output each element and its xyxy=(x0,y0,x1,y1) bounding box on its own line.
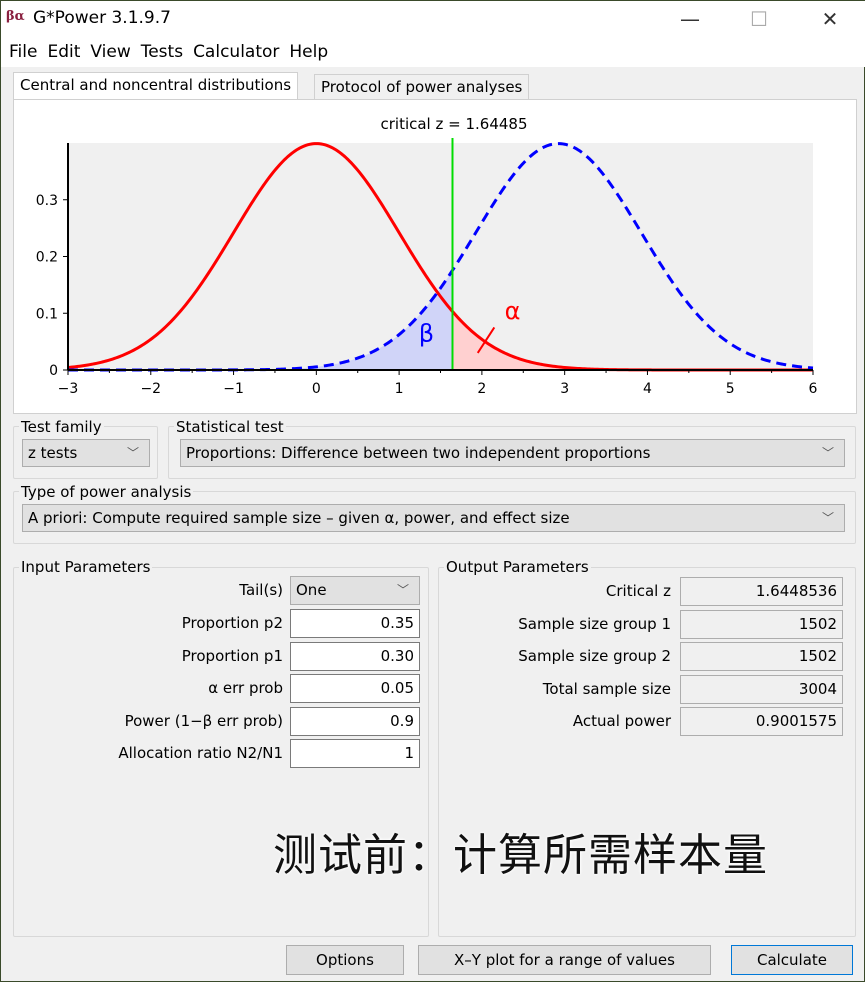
x-tick-label: 2 xyxy=(477,381,486,397)
calculate-button[interactable]: Calculate xyxy=(731,945,853,975)
input-param-field[interactable]: 1 xyxy=(290,739,420,769)
test-family-label: Test family xyxy=(19,418,104,436)
chevron-down-icon: ﹀ xyxy=(821,511,834,525)
output-param-value: 1502 xyxy=(680,609,843,639)
y-tick-label: 0.2 xyxy=(36,250,58,266)
beta-area xyxy=(68,270,453,370)
output-parameters-label: Output Parameters xyxy=(444,558,591,576)
maximize-button[interactable]: ☐ xyxy=(750,7,768,31)
menu-view[interactable]: View xyxy=(90,42,131,62)
tab-distributions[interactable]: Central and noncentral distributions xyxy=(13,72,299,100)
y-tick-label: 0.3 xyxy=(36,193,58,209)
input-param-label: Power (1−β err prob) xyxy=(124,711,283,730)
x-tick-label: 6 xyxy=(809,381,818,397)
power-analysis-label: Type of power analysis xyxy=(19,483,194,501)
xy-plot-button[interactable]: X–Y plot for a range of values xyxy=(418,945,711,975)
input-parameters-label: Input Parameters xyxy=(19,558,153,576)
output-param-value: 1.6448536 xyxy=(680,577,843,606)
statistical-test-group xyxy=(168,426,856,479)
output-param-value: 0.9001575 xyxy=(680,707,843,737)
noncentral-curve xyxy=(68,142,814,372)
app-logo-icon: βα xyxy=(6,9,25,24)
x-tick-label: −1 xyxy=(223,381,244,397)
x-tick-label: 0 xyxy=(312,381,321,397)
tails-value: One xyxy=(296,581,327,599)
output-param-label: Total sample size xyxy=(542,679,671,698)
output-parameters-group xyxy=(438,567,856,937)
input-param-field[interactable]: 0.30 xyxy=(290,641,420,671)
alpha-pointer xyxy=(476,326,496,354)
menu-tests[interactable]: Tests xyxy=(140,42,184,62)
output-param-value: 3004 xyxy=(680,674,843,704)
x-tick-label: −2 xyxy=(140,381,161,397)
input-param-field[interactable]: 0.9 xyxy=(290,706,420,736)
input-param-label: Proportion p2 xyxy=(181,614,283,632)
input-param-field[interactable]: 0.05 xyxy=(290,674,420,704)
x-tick-label: −3 xyxy=(58,381,79,397)
power-analysis-select[interactable]: A priori: Compute required sample size –… xyxy=(22,504,845,532)
test-family-select[interactable]: z tests ﹀ xyxy=(22,439,150,467)
x-tick-label: 3 xyxy=(560,381,569,397)
output-param-label: Sample size group 1 xyxy=(518,614,671,633)
output-param-label: Sample size group 2 xyxy=(518,647,671,666)
statistical-test-value: Proportions: Difference between two inde… xyxy=(186,444,651,462)
chart-title: critical z = 1.64485 xyxy=(380,115,527,133)
menu-calculator[interactable]: Calculator xyxy=(193,42,280,62)
x-tick-label: 4 xyxy=(643,381,652,397)
menu-edit[interactable]: Edit xyxy=(47,42,81,62)
statistical-test-select[interactable]: Proportions: Difference between two inde… xyxy=(180,439,845,467)
chevron-down-icon: ﹀ xyxy=(821,446,834,460)
test-family-value: z tests xyxy=(28,444,78,462)
input-parameters-group xyxy=(13,567,429,937)
distribution-chart: −3 −2 −1 0 1 2 3 4 5 6 0 0.1 0.2 0.3 critical z = 1.64… xyxy=(36,115,818,397)
options-button[interactable]: Options xyxy=(286,945,404,975)
output-param-value: 1502 xyxy=(680,642,843,672)
statistical-test-label: Statistical test xyxy=(174,418,286,436)
alpha-area xyxy=(452,311,813,370)
beta-label: β xyxy=(419,320,434,348)
chevron-down-icon: ﹀ xyxy=(396,583,409,597)
menu-help[interactable]: Help xyxy=(289,42,329,62)
window-title: G*Power 3.1.9.7 xyxy=(33,8,171,28)
overlay-caption: 测试前：计算所需样本量 xyxy=(273,830,768,881)
menu-file[interactable]: File xyxy=(9,42,38,62)
menu-bar: File Edit View Tests Calculator Help xyxy=(1,37,865,67)
y-tick-label: 0 xyxy=(49,363,58,379)
output-param-label: Actual power xyxy=(572,712,671,731)
output-param-label: Critical z xyxy=(605,582,671,600)
chevron-down-icon: ﹀ xyxy=(126,446,139,460)
x-tick-label: 1 xyxy=(395,381,404,397)
input-param-label: α err prob xyxy=(208,679,283,698)
power-analysis-group xyxy=(13,491,856,544)
y-tick-label: 0.1 xyxy=(36,306,58,322)
alpha-label: α xyxy=(505,297,521,325)
tab-protocol[interactable]: Protocol of power analyses xyxy=(314,74,530,100)
title-bar: βα G*Power 3.1.9.7 — ☐ ✕ xyxy=(1,1,865,37)
minimize-button[interactable]: — xyxy=(680,7,700,31)
close-button[interactable]: ✕ xyxy=(821,7,839,31)
tails-label: Tail(s) xyxy=(239,581,283,599)
x-tick-label: 5 xyxy=(726,381,735,397)
input-param-field[interactable]: 0.35 xyxy=(290,609,420,638)
input-param-label: Allocation ratio N2/N1 xyxy=(118,744,283,763)
tails-select[interactable]: One ﹀ xyxy=(290,576,420,605)
power-analysis-value: A priori: Compute required sample size –… xyxy=(28,509,570,527)
input-param-label: Proportion p1 xyxy=(181,646,283,665)
